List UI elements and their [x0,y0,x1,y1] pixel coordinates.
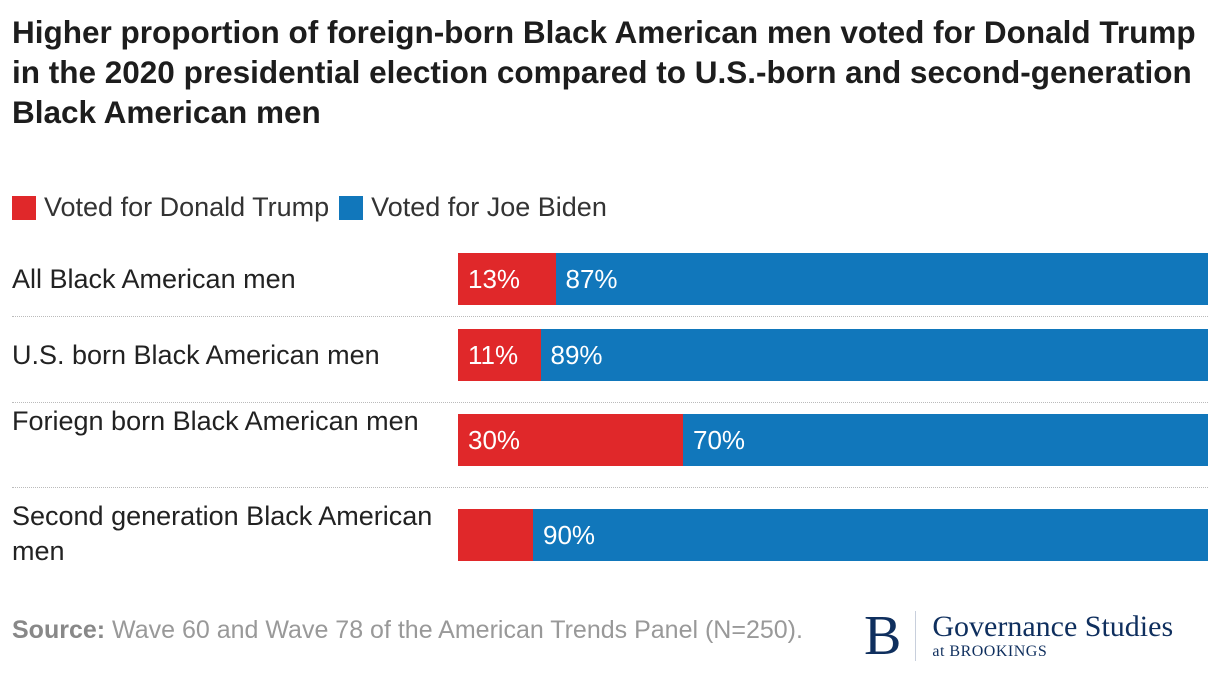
bar-segment-trump: 13% [458,253,556,305]
legend: Voted for Donald Trump Voted for Joe Bid… [12,192,617,223]
bar-segment-biden: 89% [540,329,1208,381]
bar-segment-biden: 90% [533,509,1208,561]
legend-label: Voted for Donald Trump [44,192,330,222]
bar-segment-biden: 70% [683,414,1208,466]
bar-segment-biden: 87% [555,253,1208,305]
data-label: 90% [543,519,596,550]
source-label: Source: [12,616,106,644]
category-label: U.S. born Black American men [12,340,380,370]
stacked-bar: 90% [458,509,1208,561]
logo-divider [915,611,917,661]
chart-title: Higher proportion of foreign-born Black … [12,14,1196,130]
category-label: Foriegn born Black American men [12,406,419,436]
bar-segment-trump [458,509,533,561]
legend-label: Voted for Joe Biden [371,192,607,222]
data-label: 87% [565,263,618,294]
stacked-bar: 11% 89% [458,329,1208,381]
bar-segment-trump: 11% [458,329,541,381]
bar-segment-trump: 30% [458,414,683,466]
source-text: Wave 60 and Wave 78 of the American Tren… [112,616,803,644]
data-label: 13% [468,263,521,294]
logo-letter: B [864,605,902,667]
category-label: Second generation Black American men [12,501,433,566]
row-divider [12,316,1208,317]
legend-item-trump: Voted for Donald Trump [12,192,329,223]
data-label: 89% [550,339,603,370]
brookings-logo: B Governance Studies at BROOKINGS [864,608,1173,664]
data-label: 30% [468,424,521,455]
category-label: All Black American men [12,264,296,294]
legend-item-biden: Voted for Joe Biden [339,192,607,223]
logo-name: Governance Studies [932,610,1174,643]
data-label: 11% [468,339,519,370]
data-label: 70% [693,424,746,455]
legend-swatch-trump [12,195,36,220]
row-divider [12,487,1208,488]
legend-swatch-biden [339,195,364,220]
stacked-bar: 30% 70% [458,414,1208,466]
source-note: Source: Wave 60 and Wave 78 of the Ameri… [12,612,812,648]
row-divider [12,402,1208,403]
logo-sub: at BROOKINGS [932,643,1048,660]
stacked-bar: 13% 87% [458,253,1208,305]
